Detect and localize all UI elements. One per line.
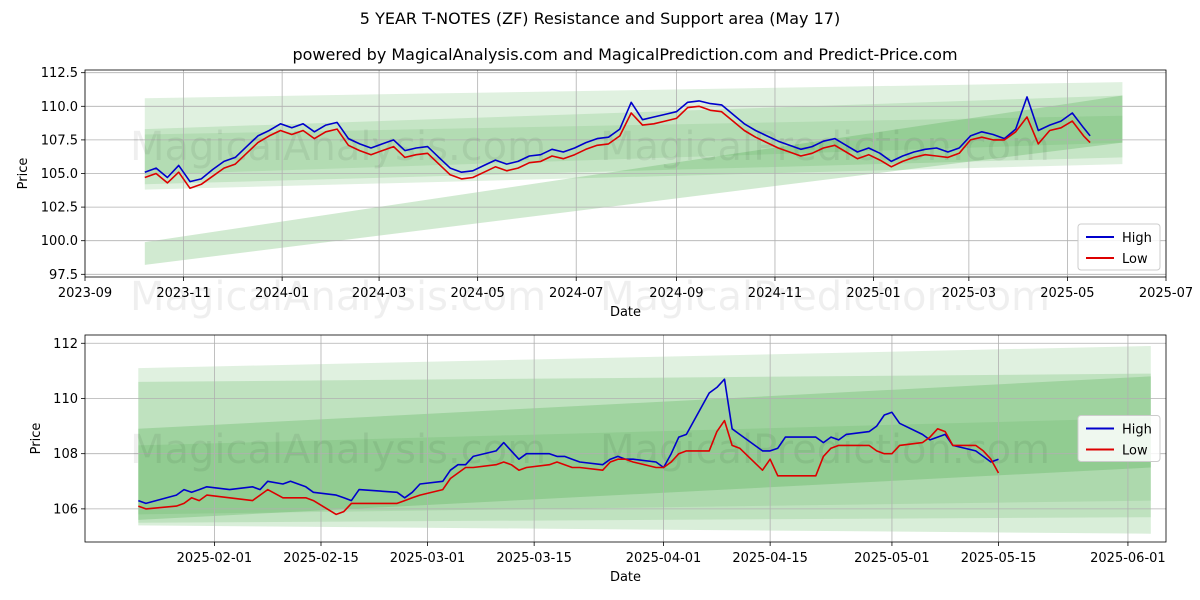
x-tick-label: 2025-04-15 xyxy=(732,551,808,566)
plot-frame xyxy=(84,334,1167,543)
series-line-low xyxy=(138,419,1000,516)
x-tick-label: 2023-11 xyxy=(156,286,210,301)
y-axis-label: Price xyxy=(29,423,44,455)
legend-label-low: Low xyxy=(1122,252,1148,267)
watermark-text: MagicalAnalysis.com xyxy=(130,427,546,473)
x-axis-label: Date xyxy=(610,305,641,320)
y-axis-label: Price xyxy=(16,158,31,190)
x-tick-label: 2025-02-15 xyxy=(283,551,359,566)
support-resistance-band-0 xyxy=(138,346,1151,523)
x-tick-label: 2024-03 xyxy=(352,286,406,301)
y-tick-label: 110.0 xyxy=(41,100,78,115)
chart-panel-recent-zoom: MagicalAnalysis.com MagicalPrediction.com… xyxy=(29,334,1167,585)
legend: High Low xyxy=(1077,415,1161,462)
support-resistance-band-0 xyxy=(144,95,1123,265)
support-resistance-band-1 xyxy=(144,82,1123,190)
x-tick-label: 2025-03 xyxy=(942,286,996,301)
support-resistance-band-3 xyxy=(144,115,1123,175)
chart-subtitle: powered by MagicalAnalysis.com and Magic… xyxy=(292,45,958,64)
x-axis-label: Date xyxy=(610,570,641,585)
y-tick-label: 102.5 xyxy=(41,201,78,216)
x-tick-label: 2025-03-15 xyxy=(496,551,572,566)
x-tick-label: 2025-05-15 xyxy=(961,551,1037,566)
y-tick-label: 110 xyxy=(53,392,78,407)
watermark-text: MagicalAnalysis.com xyxy=(130,274,546,320)
series-group xyxy=(144,96,1091,190)
legend-label-high: High xyxy=(1122,423,1152,438)
legend-label-low: Low xyxy=(1122,444,1148,459)
x-tick-label: 2024-01 xyxy=(255,286,309,301)
x-tick-label: 2025-04-01 xyxy=(626,551,702,566)
x-tick-label: 2025-01 xyxy=(846,286,900,301)
y-tick-label: 106 xyxy=(53,502,78,517)
x-tick-label: 2023-09 xyxy=(58,286,112,301)
y-tick-label: 100.0 xyxy=(41,234,78,249)
legend-label-high: High xyxy=(1122,231,1152,246)
series-line-low xyxy=(144,105,1091,190)
legend: High Low xyxy=(1077,223,1161,271)
x-tick-label: 2024-11 xyxy=(748,286,802,301)
y-tick-label: 112 xyxy=(53,337,78,352)
y-tick-label: 97.5 xyxy=(49,268,78,283)
x-tick-label: 2025-07 xyxy=(1139,286,1193,301)
y-tick-label: 112.5 xyxy=(41,66,78,81)
x-tick-label: 2025-05 xyxy=(1040,286,1094,301)
x-tick-label: 2025-06-01 xyxy=(1090,551,1166,566)
series-line-high xyxy=(138,378,999,505)
series-group xyxy=(138,378,1000,516)
x-tick-label: 2024-05 xyxy=(450,286,504,301)
watermark-text: MagicalPrediction.com xyxy=(600,274,1050,320)
y-tick-label: 105.0 xyxy=(41,167,78,182)
chart-title: 5 YEAR T-NOTES (ZF) Resistance and Suppo… xyxy=(359,9,841,28)
x-tick-label: 2025-05-01 xyxy=(854,551,930,566)
x-tick-label: 2024-09 xyxy=(649,286,703,301)
y-tick-label: 107.5 xyxy=(41,133,78,148)
y-tick-label: 108 xyxy=(53,447,78,462)
series-line-high xyxy=(144,96,1091,183)
x-tick-label: 2025-02-01 xyxy=(177,551,253,566)
support-resistance-band-3 xyxy=(138,417,1151,515)
support-resistance-band-2 xyxy=(138,376,1151,520)
chart-panel-full-period: MagicalAnalysis.com MagicalPrediction.com… xyxy=(16,66,1193,320)
x-tick-label: 2025-03-01 xyxy=(390,551,466,566)
x-tick-label: 2024-07 xyxy=(549,286,603,301)
